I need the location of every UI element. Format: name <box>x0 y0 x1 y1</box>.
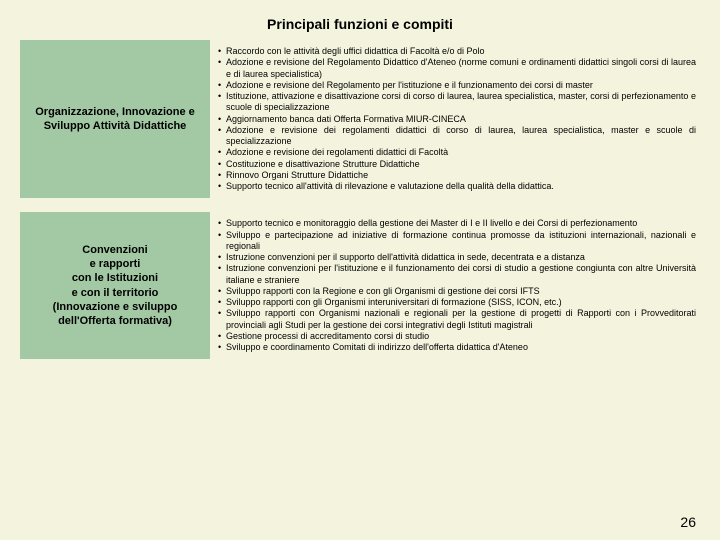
list-item: Sviluppo rapporti con Organismi nazional… <box>218 308 696 331</box>
list-item: Istruzione convenzioni per l'istituzione… <box>218 263 696 286</box>
list-item: Adozione e revisione dei regolamenti did… <box>218 125 696 148</box>
list-item: Aggiornamento banca dati Offerta Formati… <box>218 114 696 125</box>
list-item: Raccordo con le attività degli uffici di… <box>218 46 696 57</box>
content-table: Organizzazione, Innovazione e Sviluppo A… <box>20 40 700 359</box>
row-heading-1: Organizzazione, Innovazione e Sviluppo A… <box>20 40 210 198</box>
list-item: Supporto tecnico all'attività di rilevaz… <box>218 181 696 192</box>
row-heading-2: Convenzioni e rapporti con le Istituzion… <box>20 212 210 359</box>
list-item: Adozione e revisione del Regolamento Did… <box>218 57 696 80</box>
table-row: Convenzioni e rapporti con le Istituzion… <box>20 212 700 359</box>
list-item: Adozione e revisione dei regolamenti did… <box>218 147 696 158</box>
list-item: Adozione e revisione del Regolamento per… <box>218 80 696 91</box>
list-item: Costituzione e disattivazione Strutture … <box>218 159 696 170</box>
list-item: Istituzione, attivazione e disattivazion… <box>218 91 696 114</box>
list-item: Sviluppo e coordinamento Comitati di ind… <box>218 342 696 353</box>
table-row: Organizzazione, Innovazione e Sviluppo A… <box>20 40 700 198</box>
list-item: Gestione processi di accreditamento cors… <box>218 331 696 342</box>
row-content-1: Raccordo con le attività degli uffici di… <box>210 40 700 198</box>
row-content-2: Supporto tecnico e monitoraggio della ge… <box>210 212 700 359</box>
list-item: Rinnovo Organi Strutture Didattiche <box>218 170 696 181</box>
page-title: Principali funzioni e compiti <box>0 0 720 40</box>
list-item: Istruzione convenzioni per il supporto d… <box>218 252 696 263</box>
list-item: Sviluppo rapporti con la Regione e con g… <box>218 286 696 297</box>
list-item: Supporto tecnico e monitoraggio della ge… <box>218 218 696 229</box>
list-item: Sviluppo e partecipazione ad iniziative … <box>218 230 696 253</box>
list-item: Sviluppo rapporti con gli Organismi inte… <box>218 297 696 308</box>
page-number: 26 <box>680 514 696 530</box>
